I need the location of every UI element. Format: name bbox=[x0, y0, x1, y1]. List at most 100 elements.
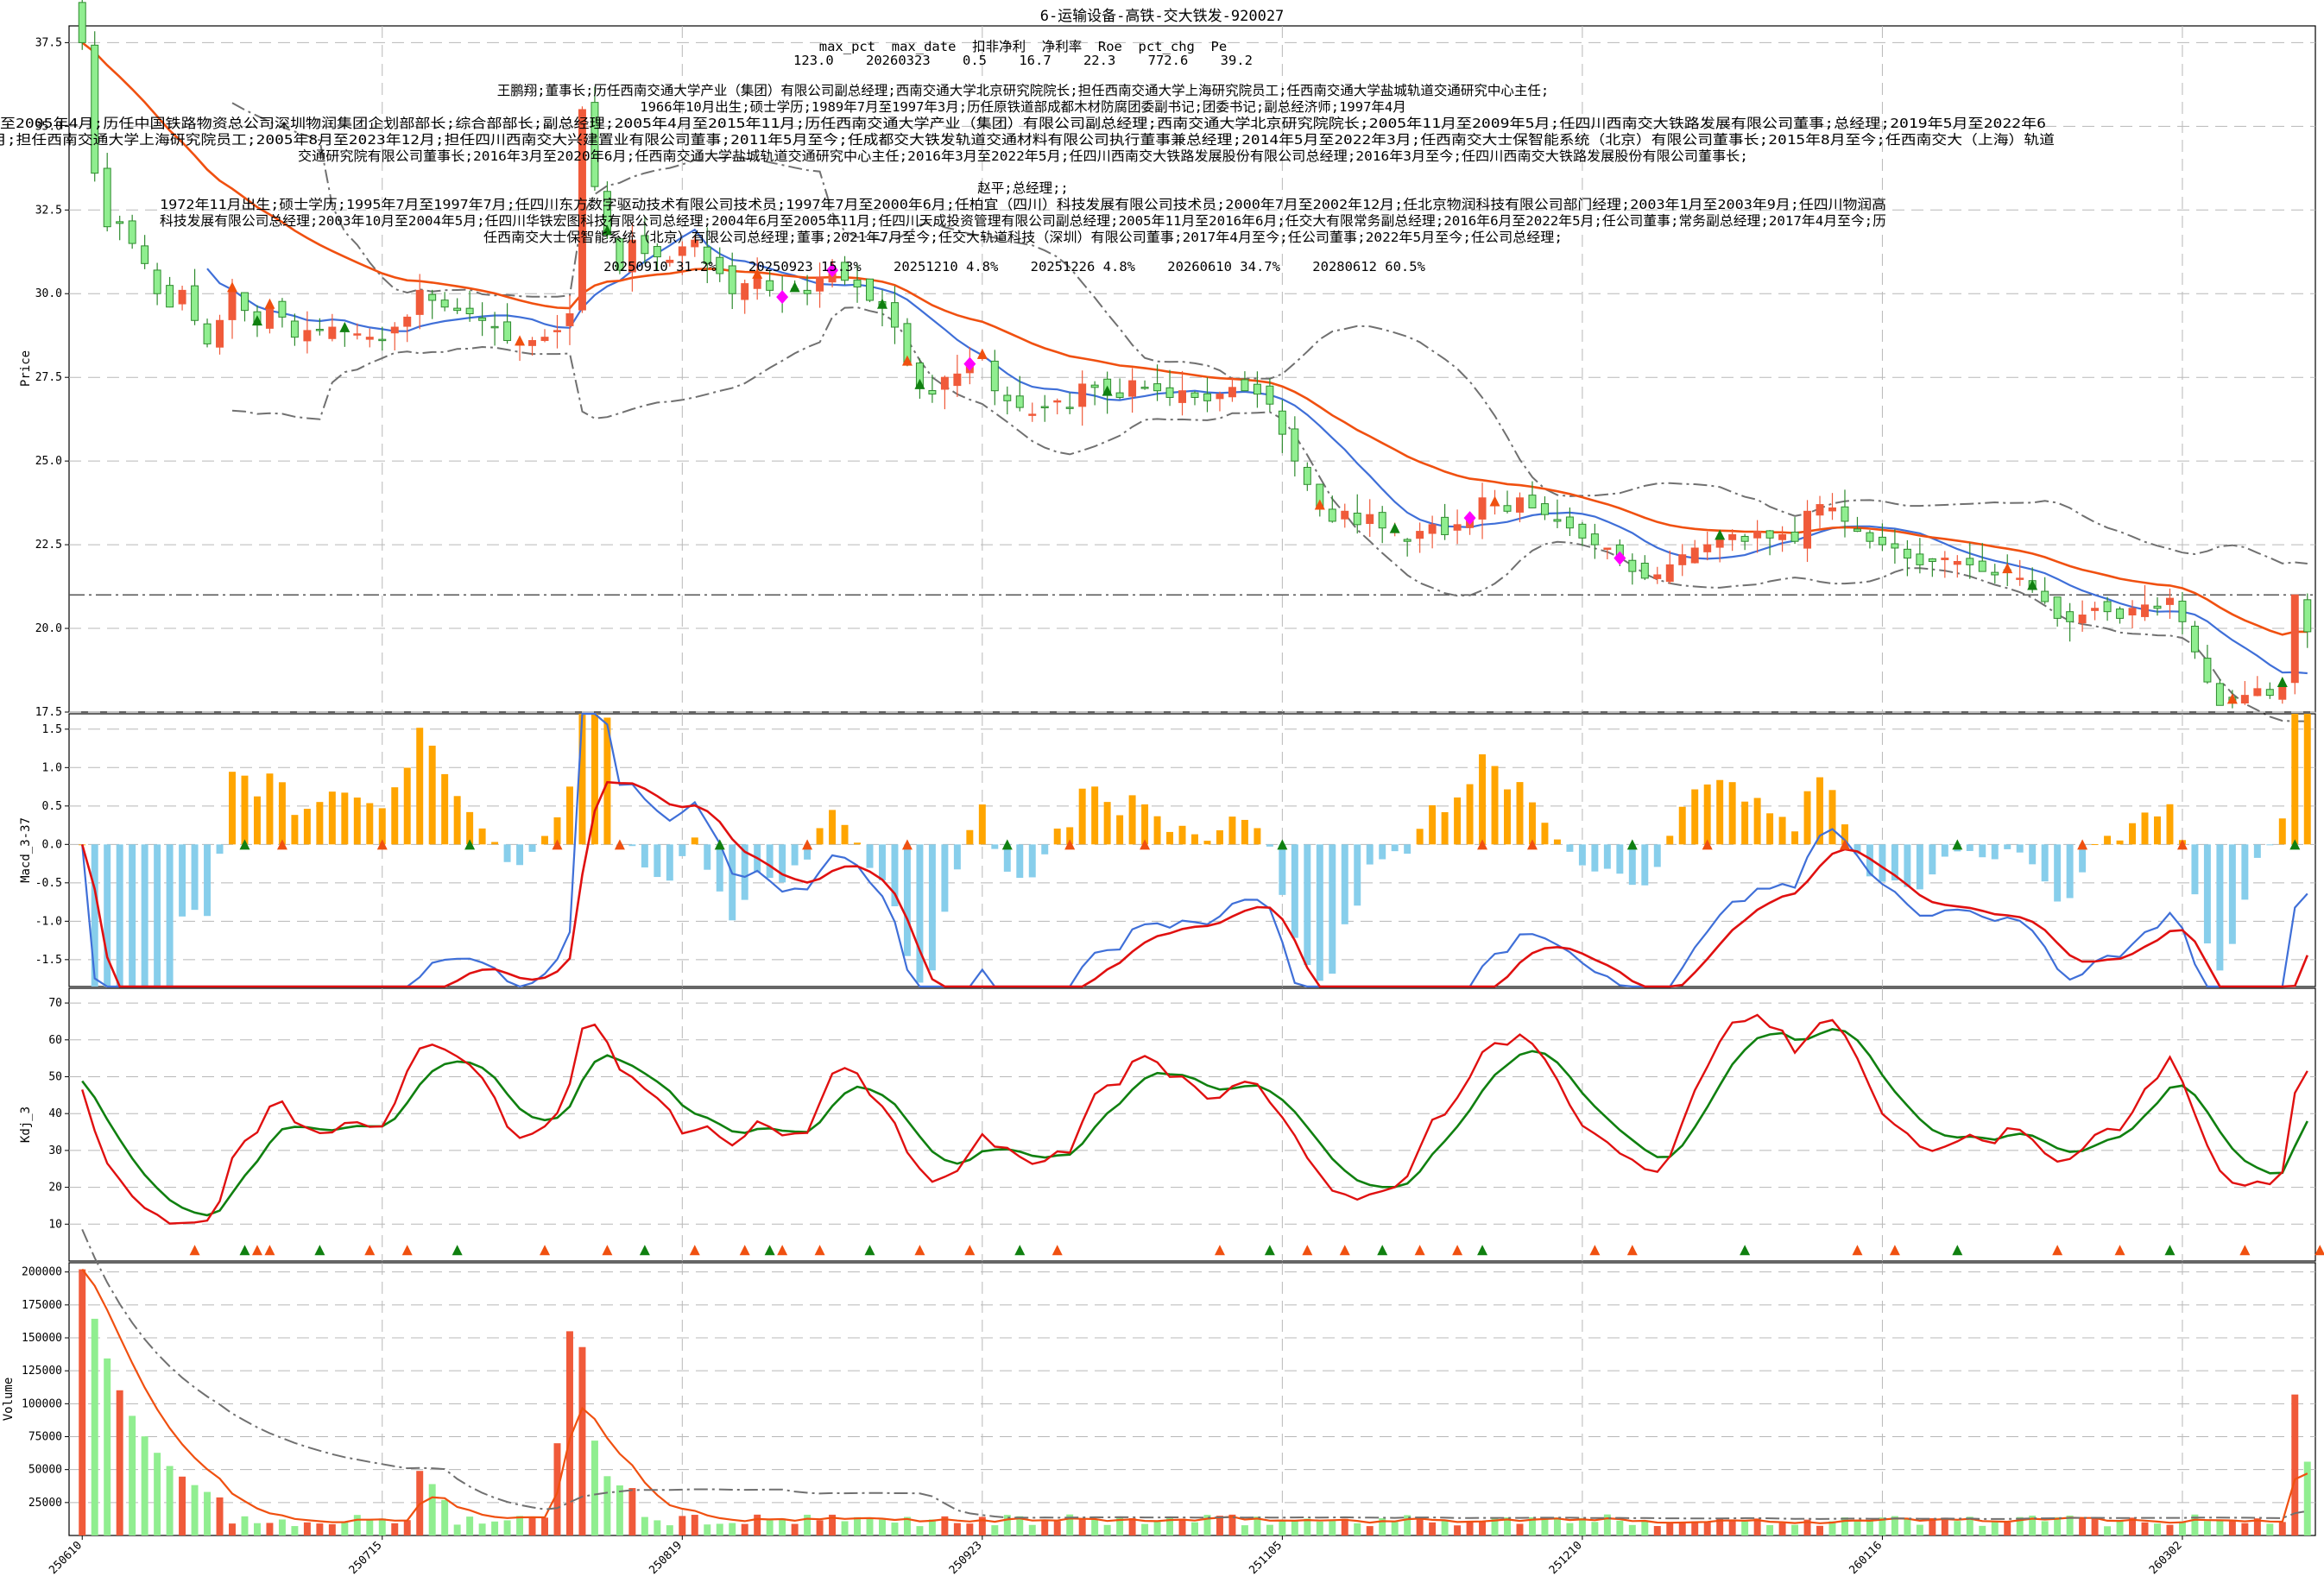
y-tick-label: 1.0 bbox=[42, 761, 62, 774]
volume-bar bbox=[1566, 1523, 1574, 1535]
kdj-panel: 10 20 30 40 50 60 70 Kdj_3 bbox=[19, 987, 2324, 1262]
macd-hist-bar bbox=[1854, 844, 1861, 854]
macd-hist-bar bbox=[2029, 844, 2037, 865]
volume-bar bbox=[1391, 1522, 1399, 1535]
price-signal-marker bbox=[515, 335, 526, 346]
volume-bar bbox=[478, 1523, 486, 1535]
volume-bar bbox=[341, 1522, 349, 1535]
macd-hist-bar bbox=[1753, 798, 1761, 845]
candle-body bbox=[1241, 379, 1249, 392]
volume-bar bbox=[903, 1516, 911, 1535]
macd-hist-bar bbox=[1591, 844, 1599, 872]
candle-body bbox=[703, 246, 711, 264]
y-tick-label: 35.0 bbox=[35, 120, 62, 133]
profile-line: 科技发展有限公司总经理;2003年10月至2004年5月;任四川华铁宏图科技有限… bbox=[160, 213, 1886, 229]
volume-bar bbox=[179, 1476, 186, 1535]
volume-bar bbox=[503, 1520, 511, 1535]
candle-body bbox=[1891, 543, 1899, 549]
macd-hist-bar bbox=[953, 844, 961, 870]
kdj-signal-marker bbox=[264, 1245, 275, 1256]
volume-bar bbox=[1778, 1523, 1786, 1535]
macd-hist-bar bbox=[1003, 844, 1011, 872]
volume-bar bbox=[603, 1476, 611, 1535]
kdj-signal-marker bbox=[314, 1245, 325, 1256]
macd-hist-bar bbox=[1528, 802, 1536, 845]
macd-hist-bar bbox=[116, 844, 123, 987]
macd-hist-bar bbox=[1016, 844, 1024, 879]
macd-hist-bar bbox=[528, 844, 536, 852]
kdj-k-line bbox=[81, 1013, 2308, 1225]
volume-bar bbox=[1304, 1518, 1311, 1535]
candle-body bbox=[528, 340, 537, 346]
candle-body bbox=[716, 256, 724, 274]
volume-bar bbox=[2303, 1461, 2311, 1535]
macd-hist-bar bbox=[1216, 829, 1223, 845]
macd-hist-bar bbox=[1404, 844, 1411, 854]
candle-body bbox=[1878, 536, 1886, 545]
candle-body bbox=[2078, 615, 2087, 624]
candle-body bbox=[2190, 625, 2199, 653]
y-tick-label: 50000 bbox=[28, 1464, 62, 1477]
candle-body bbox=[2116, 608, 2125, 619]
volume-bar bbox=[229, 1523, 236, 1535]
profile-line: 1972年11月出生;硕士学历;1995年7月至1997年7月;任四川东方数字驱… bbox=[160, 197, 1886, 212]
volume-bar bbox=[1791, 1524, 1799, 1535]
y-tick-label: -1.5 bbox=[35, 954, 62, 967]
volume-bar bbox=[1178, 1518, 1186, 1535]
macd-hist-bar bbox=[1491, 766, 1499, 845]
y-tick-label: 20 bbox=[48, 1182, 62, 1195]
y-tick-label: -0.5 bbox=[35, 877, 62, 890]
candle-body bbox=[153, 269, 161, 294]
volume-bar bbox=[1254, 1516, 1261, 1535]
volume-bar bbox=[754, 1514, 761, 1535]
volume-bar bbox=[2066, 1515, 2074, 1535]
volume-bar bbox=[1603, 1514, 1611, 1535]
macd-hist-bar bbox=[166, 844, 174, 987]
volume-bar bbox=[1666, 1523, 1674, 1535]
volume-bar bbox=[1191, 1522, 1198, 1535]
macd-hist-bar bbox=[590, 714, 598, 845]
macd-hist-bar bbox=[1103, 802, 1111, 845]
volume-bar bbox=[916, 1526, 924, 1535]
candle-body bbox=[465, 307, 474, 315]
candle-body bbox=[853, 280, 862, 287]
volume-bar bbox=[1766, 1525, 1774, 1535]
macd-hist-bar bbox=[716, 844, 723, 892]
candle-body bbox=[2165, 597, 2174, 605]
volume-bar bbox=[953, 1523, 961, 1535]
candle-body bbox=[1978, 560, 1986, 572]
volume-bar bbox=[1466, 1521, 1474, 1535]
candle-body bbox=[2178, 600, 2187, 622]
candle-body bbox=[1291, 428, 1299, 462]
x-tick-label: 260302 bbox=[2147, 1539, 2185, 1577]
macd-hist-bar bbox=[903, 844, 911, 956]
macd-hist-bar bbox=[353, 798, 361, 845]
volume-bar bbox=[1891, 1516, 1898, 1535]
volume-bar bbox=[1803, 1519, 1811, 1535]
volume-bar bbox=[1116, 1517, 1124, 1535]
macd-hist-bar bbox=[916, 844, 924, 983]
kdj-signal-marker bbox=[739, 1245, 750, 1256]
macd-hist-bar bbox=[154, 844, 161, 987]
price-signal-marker bbox=[1102, 385, 1113, 396]
macd-hist-bar bbox=[641, 844, 648, 868]
price-signal-marker bbox=[1715, 529, 1726, 540]
volume-bar bbox=[278, 1519, 286, 1535]
volume-bar bbox=[1841, 1517, 1848, 1535]
volume-bar bbox=[541, 1517, 548, 1535]
macd-hist-bar bbox=[2291, 714, 2299, 845]
volume-bar bbox=[578, 1346, 586, 1535]
volume-bar bbox=[1966, 1516, 1974, 1535]
kdj-signal-marker bbox=[1889, 1245, 1900, 1256]
kdj-signal-marker bbox=[777, 1245, 788, 1256]
macd-hist-bar bbox=[1228, 817, 1236, 845]
volume-bar bbox=[866, 1517, 874, 1535]
candle-body bbox=[666, 259, 674, 263]
volume-bar bbox=[1241, 1525, 1248, 1535]
y-tick-label: 150000 bbox=[22, 1332, 62, 1345]
candle-body bbox=[2290, 594, 2299, 684]
macd-hist-bar bbox=[978, 804, 986, 845]
kdj-signal-marker bbox=[2114, 1245, 2125, 1256]
kdj-signal-marker bbox=[1014, 1245, 1026, 1256]
macd-hist-bar bbox=[941, 844, 949, 912]
